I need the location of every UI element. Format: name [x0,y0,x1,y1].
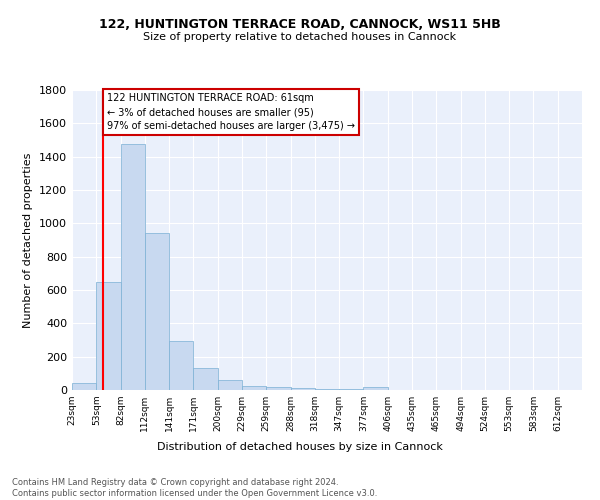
Bar [290,388,315,390]
Bar [218,380,242,390]
Bar [266,386,290,390]
Bar [145,234,169,390]
Bar [339,389,364,390]
Bar [96,282,121,390]
Bar [242,386,266,390]
Bar [364,386,388,390]
Text: Size of property relative to detached houses in Cannock: Size of property relative to detached ho… [143,32,457,42]
Bar [315,389,339,390]
Bar [193,368,218,390]
Bar [72,384,96,390]
Text: 122, HUNTINGTON TERRACE ROAD, CANNOCK, WS11 5HB: 122, HUNTINGTON TERRACE ROAD, CANNOCK, W… [99,18,501,30]
Text: Distribution of detached houses by size in Cannock: Distribution of detached houses by size … [157,442,443,452]
Bar [121,144,145,390]
Text: 122 HUNTINGTON TERRACE ROAD: 61sqm
← 3% of detached houses are smaller (95)
97% : 122 HUNTINGTON TERRACE ROAD: 61sqm ← 3% … [107,94,355,132]
Text: Contains HM Land Registry data © Crown copyright and database right 2024.
Contai: Contains HM Land Registry data © Crown c… [12,478,377,498]
Bar [169,341,193,390]
Y-axis label: Number of detached properties: Number of detached properties [23,152,34,328]
